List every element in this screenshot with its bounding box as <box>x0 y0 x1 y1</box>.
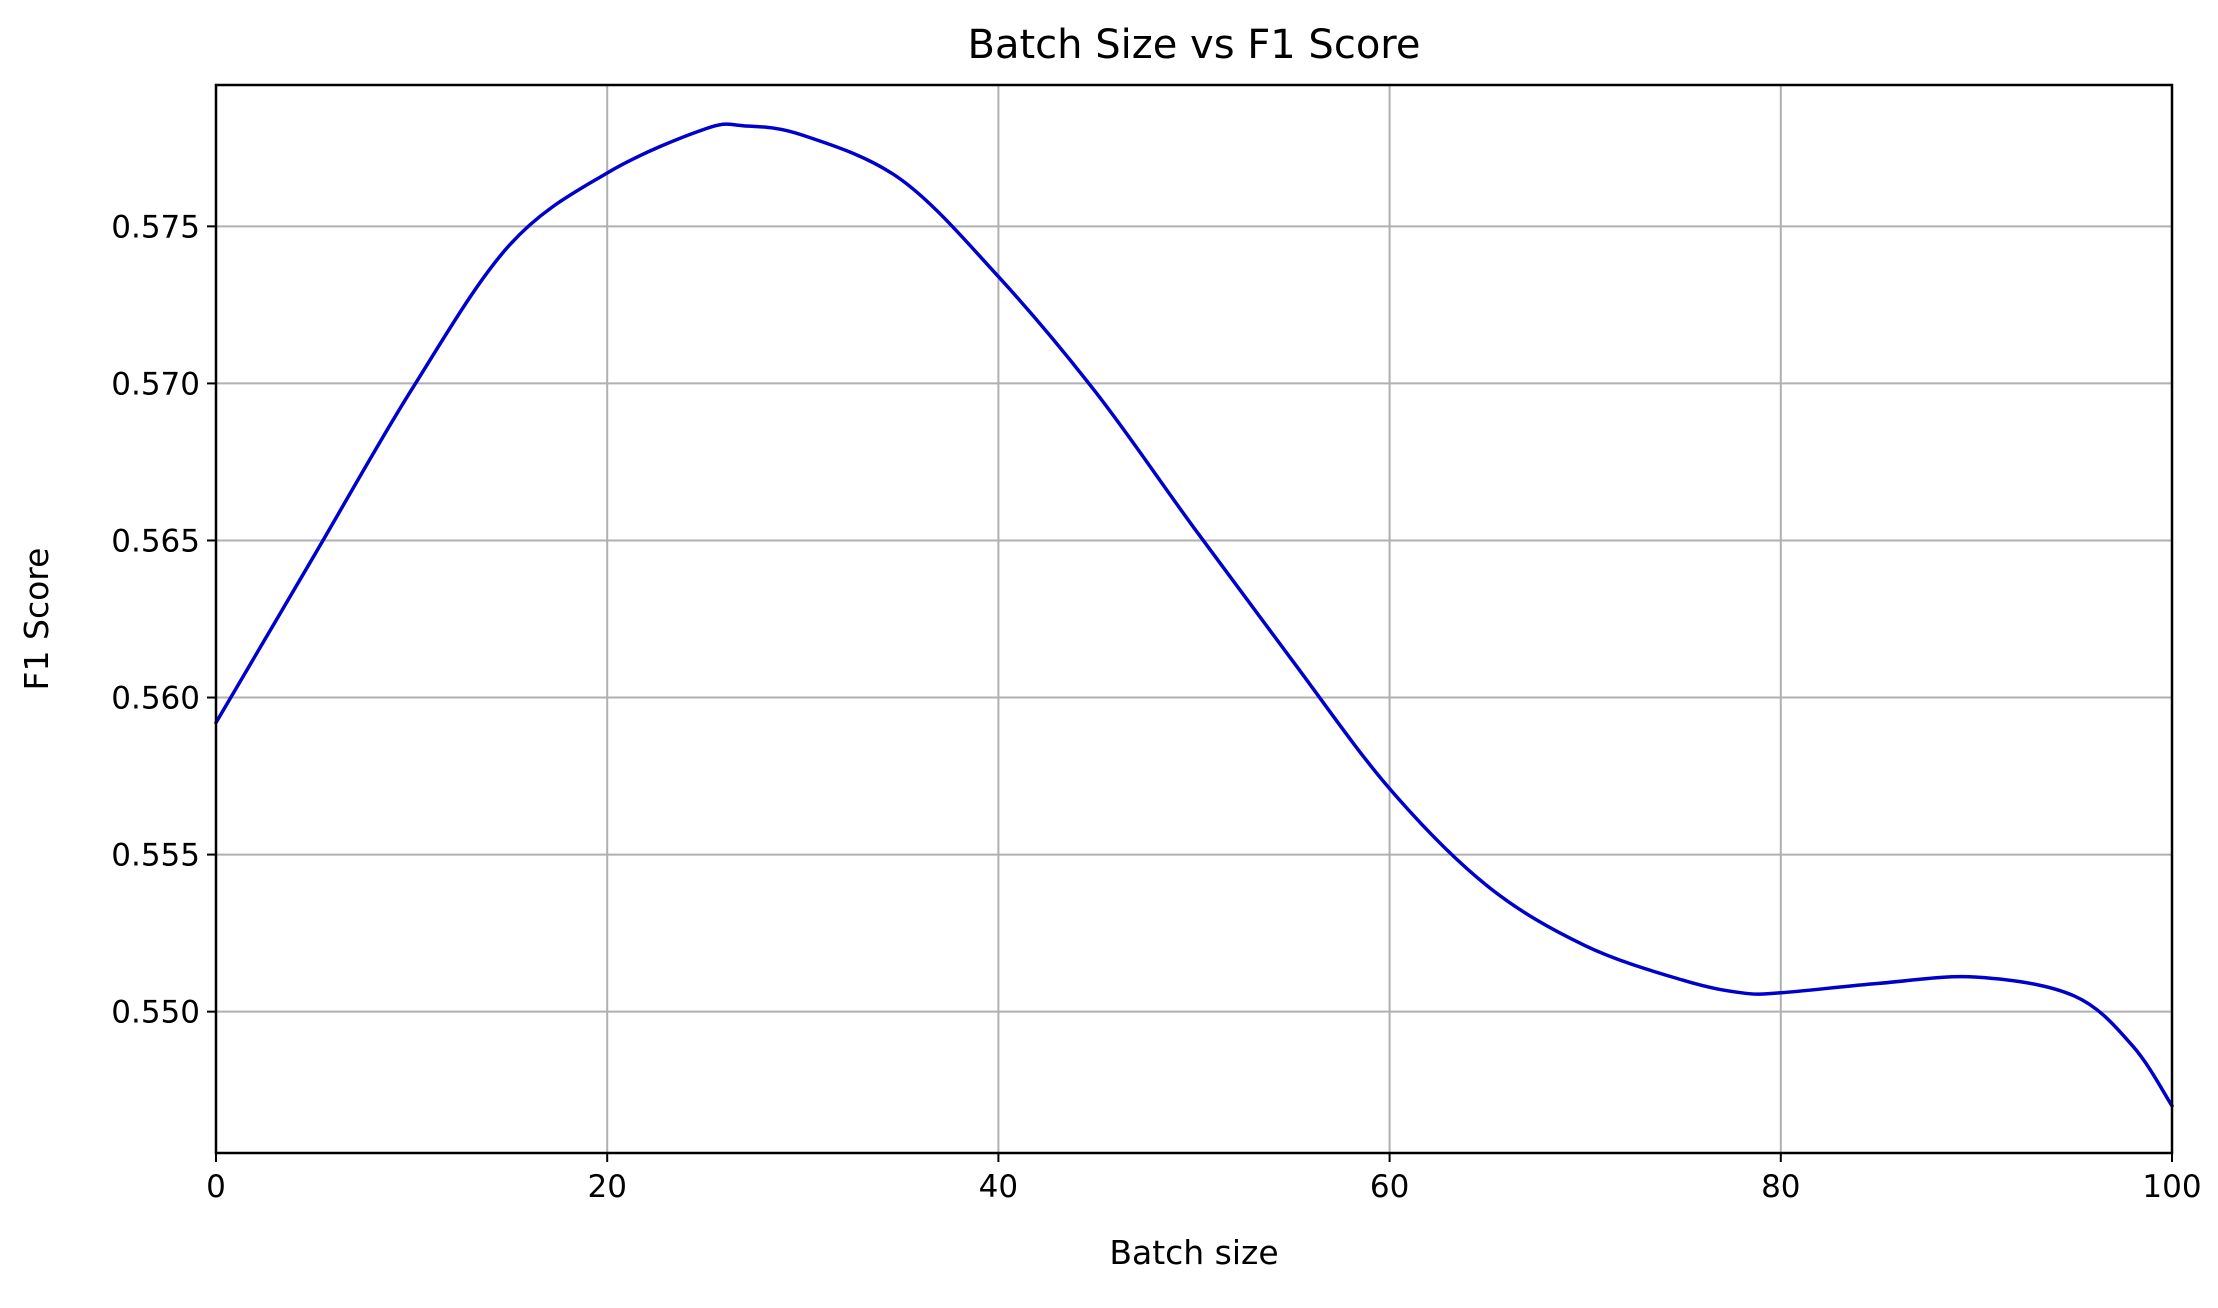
y-tick-label: 0.560 <box>111 681 200 717</box>
y-tick-label: 0.570 <box>111 366 200 402</box>
y-tick-label: 0.565 <box>111 523 200 559</box>
x-tick-label: 40 <box>979 1169 1018 1205</box>
x-tick-label: 20 <box>587 1169 626 1205</box>
x-tick-label: 80 <box>1761 1169 1800 1205</box>
x-tick-label: 100 <box>2142 1169 2201 1205</box>
plot-area-frame <box>214 83 2174 1155</box>
x-axis-label: Batch size <box>1109 1233 1278 1272</box>
axis-ticks: 0 20 40 60 80 100 0.550 0.555 0.560 0.565 0.570 0.5… <box>111 209 2201 1205</box>
y-tick-label: 0.555 <box>111 838 200 874</box>
series-layer <box>214 122 2174 1108</box>
y-tick-label: 0.550 <box>111 995 200 1031</box>
y-tick-label: 0.575 <box>111 209 200 245</box>
x-tick-label: 60 <box>1370 1169 1409 1205</box>
x-tick-label: 0 <box>206 1169 226 1205</box>
y-axis-label: F1 Score <box>17 548 56 691</box>
chart-title: Batch Size vs F1 Score <box>968 22 1421 68</box>
series-line <box>214 122 2174 1108</box>
